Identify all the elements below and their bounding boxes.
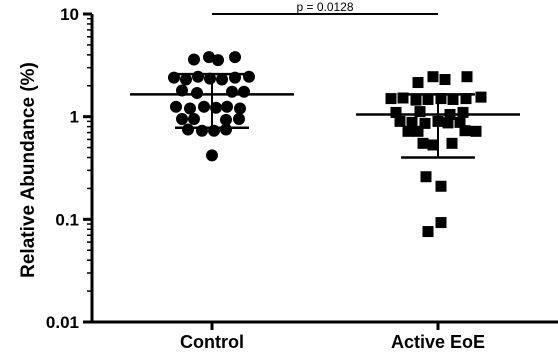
control-point	[176, 112, 188, 125]
active-eoe-point	[417, 137, 429, 149]
active-eoe-point	[410, 94, 422, 106]
control-point	[184, 102, 196, 115]
control-point	[210, 101, 222, 114]
active-eoe-point	[447, 93, 459, 105]
control-point	[188, 53, 200, 66]
active-eoe-point	[406, 116, 418, 128]
control-point	[233, 112, 245, 125]
control-point	[198, 100, 210, 113]
control-point	[220, 113, 232, 126]
data-points	[168, 51, 487, 238]
control-point	[229, 71, 241, 84]
control-point	[203, 51, 215, 64]
control-point	[180, 73, 192, 86]
x-category-label: Active EoE	[391, 332, 485, 352]
active-eoe-point	[394, 115, 406, 127]
active-eoe-point	[439, 74, 451, 86]
control-point	[204, 72, 216, 85]
control-point	[229, 51, 241, 64]
y-tick-label: 10	[60, 5, 79, 24]
active-eoe-point	[412, 125, 424, 137]
active-eoe-point	[444, 108, 456, 120]
control-point	[182, 123, 194, 136]
active-eoe-point	[420, 171, 432, 183]
control-point	[234, 102, 246, 115]
y-tick-label: 0.1	[55, 210, 79, 229]
active-eoe-point	[432, 115, 444, 127]
significance-annotation: p = 0.0128	[212, 0, 438, 15]
active-eoe-point	[475, 91, 487, 103]
active-eoe-point	[460, 93, 472, 105]
control-point	[192, 70, 204, 83]
control-point	[212, 54, 224, 67]
control-point	[168, 71, 180, 84]
y-axis-label: Relative Abundance (%)	[18, 62, 39, 278]
control-point	[176, 84, 188, 97]
control-point	[196, 124, 208, 137]
active-eoe-point	[435, 217, 447, 229]
active-eoe-point	[412, 77, 424, 89]
active-eoe-point	[427, 71, 439, 83]
control-point	[208, 124, 220, 137]
active-eoe-point	[442, 117, 454, 129]
active-eoe-point	[419, 117, 431, 129]
active-eoe-point	[454, 116, 466, 128]
control-point	[226, 85, 238, 98]
active-eoe-point	[461, 71, 473, 83]
control-point	[170, 100, 182, 113]
active-eoe-point	[470, 125, 482, 137]
active-eoe-point	[414, 106, 426, 118]
active-eoe-point	[385, 93, 397, 105]
active-eoe-point	[457, 106, 469, 118]
y-axis: 10 1 0.1 0.01	[46, 5, 94, 332]
active-eoe-point	[459, 125, 471, 137]
active-eoe-point	[402, 125, 414, 137]
control-point	[216, 73, 228, 86]
active-eoe-point	[422, 93, 434, 105]
active-eoe-point	[422, 226, 434, 238]
control-point	[191, 87, 203, 100]
y-tick-label: 0.01	[46, 313, 79, 332]
control-point	[243, 70, 255, 83]
control-point	[221, 100, 233, 113]
active-eoe-point	[427, 139, 439, 151]
p-value-label: p = 0.0128	[296, 0, 353, 14]
x-axis: Control Active EoE	[91, 320, 558, 352]
active-eoe-point	[390, 106, 402, 118]
control-point	[220, 123, 232, 136]
y-tick-label: 1	[70, 108, 79, 127]
active-eoe-point	[435, 180, 447, 192]
control-point	[188, 112, 200, 125]
active-eoe-point	[397, 92, 409, 104]
active-eoe-point	[435, 93, 447, 105]
control-point	[238, 85, 250, 98]
active-eoe-point	[446, 137, 458, 149]
x-category-label: Control	[180, 332, 244, 352]
control-point	[206, 149, 218, 162]
